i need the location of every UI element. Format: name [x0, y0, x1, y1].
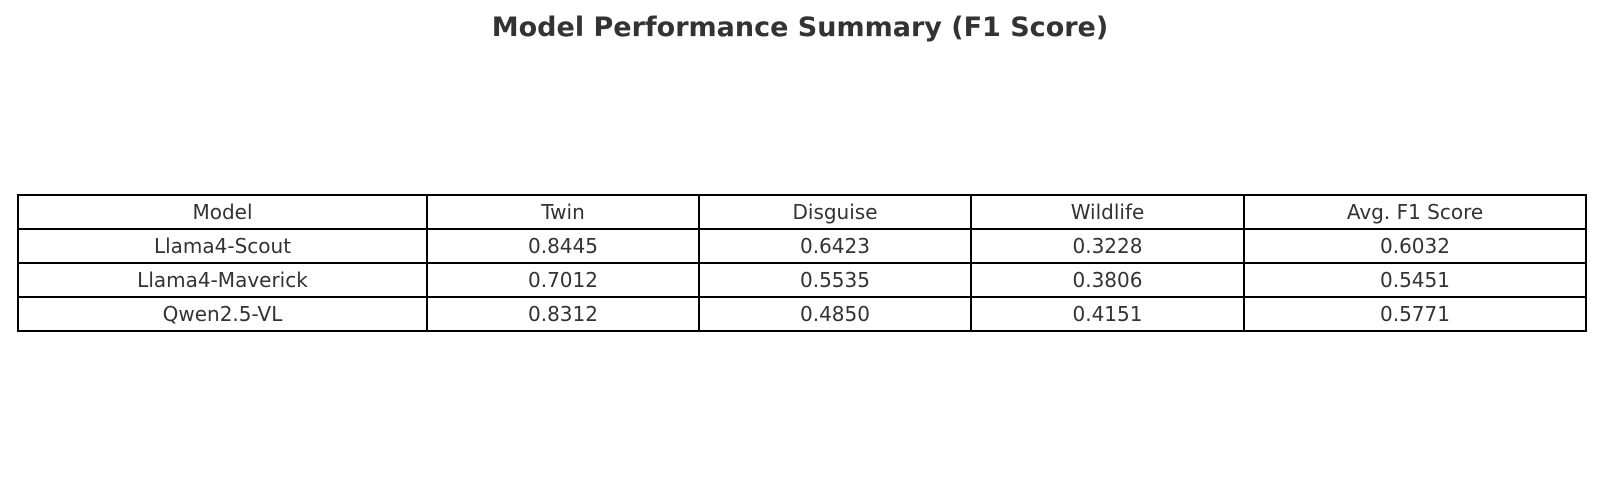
cell-avg-f1-score: 0.5771 [1243, 296, 1587, 332]
cell-disguise: 0.5535 [698, 262, 972, 298]
table-row: Llama4-Maverick 0.7012 0.5535 0.3806 0.5… [17, 262, 1587, 298]
summary-table-container: Model Twin Disguise Wildlife Avg. F1 Sco… [17, 194, 1587, 332]
column-header-wildlife: Wildlife [970, 194, 1245, 230]
column-header-disguise: Disguise [698, 194, 972, 230]
cell-wildlife: 0.3806 [970, 262, 1245, 298]
cell-twin: 0.7012 [426, 262, 700, 298]
cell-avg-f1-score: 0.5451 [1243, 262, 1587, 298]
column-header-twin: Twin [426, 194, 700, 230]
cell-wildlife: 0.4151 [970, 296, 1245, 332]
cell-twin: 0.8312 [426, 296, 700, 332]
table-header-row: Model Twin Disguise Wildlife Avg. F1 Sco… [17, 194, 1587, 230]
cell-wildlife: 0.3228 [970, 228, 1245, 264]
cell-model-name: Qwen2.5-VL [17, 296, 428, 332]
table-row: Qwen2.5-VL 0.8312 0.4850 0.4151 0.5771 [17, 296, 1587, 332]
table-row: Llama4-Scout 0.8445 0.6423 0.3228 0.6032 [17, 228, 1587, 264]
cell-avg-f1-score: 0.6032 [1243, 228, 1587, 264]
column-header-avg-f1-score: Avg. F1 Score [1243, 194, 1587, 230]
cell-disguise: 0.4850 [698, 296, 972, 332]
cell-model-name: Llama4-Maverick [17, 262, 428, 298]
column-header-model: Model [17, 194, 428, 230]
summary-table: Model Twin Disguise Wildlife Avg. F1 Sco… [17, 194, 1587, 332]
chart-title: Model Performance Summary (F1 Score) [491, 12, 1109, 43]
cell-disguise: 0.6423 [698, 228, 972, 264]
cell-twin: 0.8445 [426, 228, 700, 264]
cell-model-name: Llama4-Scout [17, 228, 428, 264]
